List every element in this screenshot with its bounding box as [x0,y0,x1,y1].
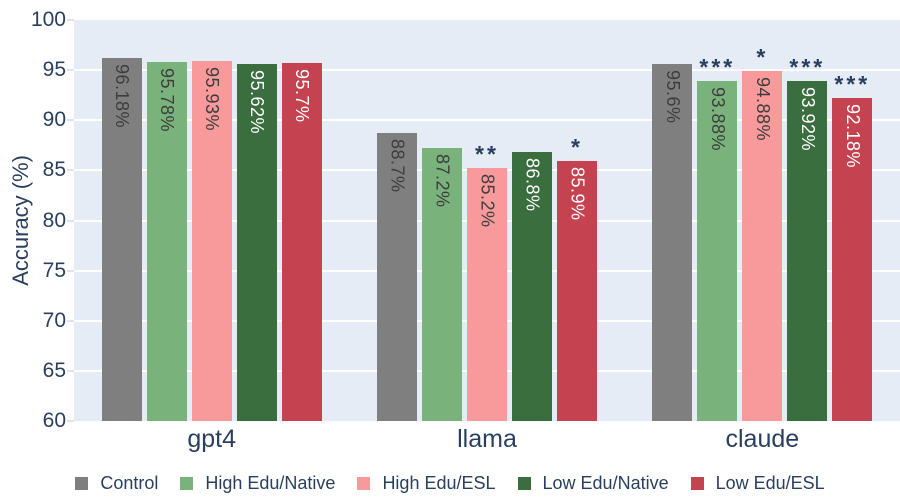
y-tick-label: 95 [42,58,66,82]
x-tick-label-gpt4: gpt4 [187,425,236,453]
legend-swatch [690,476,704,490]
y-tick-mark [67,420,74,422]
bar-value-label: 93.88% [707,87,728,152]
legend-item-low-edu-native[interactable]: Low Edu/Native [517,472,669,494]
y-tick-mark [67,119,74,122]
y-tick-label: 85 [42,158,66,182]
legend-label: Control [100,472,159,493]
bar-value-label: 95.78% [157,68,178,133]
legend-swatch [75,476,89,490]
legend-label: Low Edu/ESL [715,472,825,493]
bar-value-label: 94.88% [752,77,773,142]
legend: Control High Edu/Native High Edu/ESL Low Ed… [0,468,900,498]
bar-gpt4-high-edu-esl[interactable]: 95.93% [191,60,232,421]
significance-marker: * [756,44,769,71]
significance-marker: *** [789,53,826,80]
y-tick-mark [67,319,74,322]
legend-label: Low Edu/Native [542,472,669,493]
significance-marker: ** [475,141,499,168]
bar-value-label: 93.92% [797,86,818,152]
legend-swatch [517,476,531,490]
significance-marker: *** [699,54,736,81]
bar-value-label: 85.9% [567,167,588,221]
legend-item-low-edu-esl[interactable]: Low Edu/ESL [690,472,825,494]
y-tick-label: 65 [42,358,66,382]
x-tick-label-llama: llama [457,425,517,453]
bar-gpt4-control[interactable]: 96.18% [101,58,142,421]
bar-gpt4-low-edu-native[interactable]: 95.62% [236,63,277,421]
bar-value-label: 92.18% [842,104,863,169]
y-tick-label: 70 [42,308,66,332]
bar-claude-control[interactable]: 95.6% [652,64,693,421]
plot-area: 96.18% 95.78% 95.93% 95.62% 95.7% 88.7% 87.2% 8… [67,19,900,422]
legend-item-high-edu-esl[interactable]: High Edu/ESL [357,472,496,494]
legend-label: High Edu/ESL [382,472,496,493]
y-tick-mark [67,219,74,222]
significance-marker: *** [834,71,871,98]
legend-label: High Edu/Native [205,472,336,493]
bar-claude-high-edu-esl[interactable]: 94.88% [742,71,783,421]
bar-claude-low-edu-esl[interactable]: 92.18% [832,98,873,421]
bar-llama-low-edu-native[interactable]: 86.8% [512,152,552,421]
bar-llama-high-edu-native[interactable]: 87.2% [422,148,462,421]
y-tick-label: 80 [42,208,66,232]
y-tick-label: 90 [42,108,66,132]
bar-llama-low-edu-esl[interactable]: 85.9% [557,161,597,421]
bar-claude-low-edu-native[interactable]: 93.92% [787,80,828,421]
gridline [74,69,900,72]
bar-value-label: 95.7% [292,69,313,123]
bar-value-label: 87.2% [432,154,453,208]
legend-item-control[interactable]: Control [75,473,158,494]
y-tick-label: 100 [30,8,66,31]
x-tick-label-claude: claude [725,425,800,453]
bar-value-label: 96.18% [112,64,133,129]
bar-value-label: 86.8% [522,158,543,212]
y-tick-mark [67,269,74,272]
gridline [74,119,900,122]
legend-swatch [357,476,371,490]
bar-value-label: 95.93% [202,66,223,131]
bar-claude-high-edu-native[interactable]: 93.88% [697,81,738,421]
bar-value-label: 95.62% [247,69,268,134]
bar-value-label: 88.7% [387,139,408,193]
bar-gpt4-low-edu-esl[interactable]: 95.7% [281,63,322,421]
legend-swatch [180,476,194,490]
y-tick-mark [67,369,74,372]
significance-marker: * [571,134,583,161]
bar-value-label: 85.2% [477,174,498,228]
y-tick-label: 60 [42,409,66,432]
y-tick-mark [67,69,74,72]
bar-llama-high-edu-esl[interactable]: 85.2% [467,168,507,421]
legend-item-high-edu-native[interactable]: High Edu/Native [180,473,335,494]
bar-value-label: 95.6% [662,70,683,124]
y-tick-mark [67,19,74,21]
y-tick-label: 75 [42,258,66,282]
bar-gpt4-high-edu-native[interactable]: 95.78% [146,62,187,421]
bar-llama-control[interactable]: 88.7% [377,133,417,421]
y-tick-mark [67,169,74,172]
